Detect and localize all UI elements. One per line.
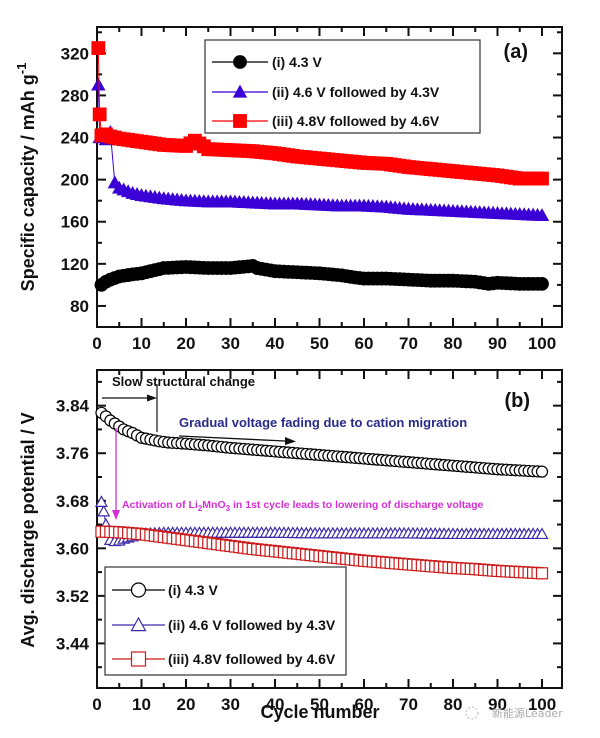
x-tick-label: 100 bbox=[528, 695, 556, 714]
y-tick-label: 320 bbox=[61, 44, 89, 63]
data-point bbox=[534, 208, 550, 222]
legend-entry-2: (ii) 4.6 V followed by 4.3V bbox=[212, 84, 440, 100]
x-tick-label: 50 bbox=[310, 695, 329, 714]
data-point bbox=[535, 465, 549, 478]
data-point bbox=[535, 567, 549, 580]
y-tick-label: 80 bbox=[70, 297, 89, 316]
data-point bbox=[535, 171, 549, 186]
x-tick-label: 80 bbox=[444, 334, 463, 353]
x-tick-label: 50 bbox=[310, 334, 329, 353]
legend-entry-1: (i) 4.3 V bbox=[212, 54, 322, 70]
series-3 bbox=[95, 525, 549, 580]
panel-a-ylabel: Specific capacity / mAh g-1 bbox=[14, 63, 38, 292]
x-tick-label: 70 bbox=[399, 695, 418, 714]
x-tick-label: 30 bbox=[221, 334, 240, 353]
y-tick-label: 3.84 bbox=[56, 397, 90, 416]
svg-text:Specific capacity / mAh g-1: Specific capacity / mAh g-1 bbox=[14, 63, 38, 292]
series-2 bbox=[91, 77, 550, 222]
panel-b: 0 10 20 30 40 50 60 70 80 90 100 3.44 3.52 3.60 3.68 3.… bbox=[18, 369, 563, 722]
x-tick-label: 10 bbox=[132, 695, 151, 714]
legend-marker bbox=[130, 582, 147, 598]
legend-entry-1: (i) 4.3 V bbox=[112, 582, 218, 598]
annotation-activation-li2mno3: Activation of Li2MnO3 in 1st cycle leads… bbox=[112, 428, 483, 520]
panel-a-legend: (i) 4.3 V (ii) 4.6 V followed by 4.3V (iii… bbox=[204, 39, 481, 134]
y-tick-label: 3.68 bbox=[56, 492, 89, 511]
legend-marker bbox=[233, 114, 247, 128]
x-tick-label: 90 bbox=[488, 695, 507, 714]
annotation-arrow-line bbox=[178, 435, 286, 442]
x-tick-label: 90 bbox=[488, 334, 507, 353]
y-tick-label: 160 bbox=[61, 213, 89, 232]
y-tick-label: 3.44 bbox=[56, 634, 90, 653]
legend-box bbox=[204, 39, 481, 134]
x-tick-label: 80 bbox=[444, 695, 463, 714]
legend-label: (iii) 4.8V followed by 4.6V bbox=[272, 113, 440, 129]
data-point bbox=[94, 495, 108, 507]
y-tick-label: 200 bbox=[61, 171, 89, 190]
legend-marker bbox=[232, 84, 248, 98]
y-tick-label: 3.60 bbox=[56, 539, 89, 558]
data-point bbox=[535, 276, 549, 291]
legend-label: (ii) 4.6 V followed by 4.3V bbox=[168, 617, 336, 633]
x-axis-title: Cycle number bbox=[260, 702, 379, 722]
annotation-arrowhead bbox=[112, 510, 120, 520]
x-tick-label: 70 bbox=[399, 334, 418, 353]
legend-marker bbox=[233, 55, 247, 69]
y-tick-label: 120 bbox=[61, 255, 89, 274]
watermark-text: 新能源Leader bbox=[492, 706, 563, 720]
legend-label: (iii) 4.8V followed by 4.6V bbox=[168, 651, 336, 667]
ylabel-text: Specific capacity / mAh g bbox=[18, 74, 38, 291]
legend-entry-3: (iii) 4.8V followed by 4.6V bbox=[112, 651, 336, 667]
x-tick-label: 100 bbox=[528, 334, 556, 353]
x-tick-label: 40 bbox=[266, 695, 285, 714]
legend-label: (ii) 4.6 V followed by 4.3V bbox=[272, 84, 440, 100]
y-tick-label: 3.52 bbox=[56, 587, 89, 606]
wechat-icon bbox=[465, 706, 479, 720]
series-1 bbox=[95, 406, 549, 478]
data-point bbox=[97, 504, 111, 517]
annotation-arrowhead bbox=[147, 394, 157, 402]
series-2 bbox=[94, 495, 549, 547]
annotation-text: Gradual voltage fading due to cation mig… bbox=[179, 415, 467, 430]
legend-label: (i) 4.3 V bbox=[168, 582, 218, 598]
legend-entry-3: (iii) 4.8V followed by 4.6V bbox=[212, 113, 440, 129]
y-tick-label: 280 bbox=[61, 86, 89, 105]
legend-marker bbox=[130, 651, 147, 667]
annotation-text: Slow structural change bbox=[112, 374, 255, 389]
annotation-slow-structural-change: Slow structural change bbox=[102, 374, 255, 432]
y-tick-label: 3.76 bbox=[56, 444, 89, 463]
y-tick-label: 240 bbox=[61, 129, 89, 148]
panel-b-label: (b) bbox=[504, 390, 530, 412]
panel-b-ylabel: Avg. discharge potential / V bbox=[18, 412, 38, 647]
x-tick-label: 0 bbox=[92, 695, 101, 714]
data-point bbox=[535, 527, 549, 540]
ylabel-text: Avg. discharge potential / V bbox=[18, 412, 38, 647]
legend-label: (i) 4.3 V bbox=[272, 54, 322, 70]
annotation-text: Activation of Li2MnO3 in 1st cycle leads… bbox=[122, 499, 483, 513]
data-point bbox=[92, 107, 107, 122]
watermark: 新能源Leader bbox=[465, 706, 563, 720]
series-1 bbox=[94, 259, 549, 292]
x-tick-label: 30 bbox=[221, 695, 240, 714]
annotation-gradual-voltage-fading: Gradual voltage fading due to cation mig… bbox=[178, 415, 467, 445]
x-tick-label: 20 bbox=[177, 695, 196, 714]
data-point bbox=[91, 77, 106, 91]
series-3 bbox=[91, 41, 549, 186]
x-tick-label: 60 bbox=[355, 334, 374, 353]
panel-a-frame bbox=[96, 26, 563, 328]
x-tick-label: 0 bbox=[92, 334, 101, 353]
x-tick-label: 60 bbox=[355, 695, 374, 714]
legend-marker bbox=[130, 616, 147, 632]
panel-b-legend: (i) 4.3 V (ii) 4.6 V followed by 4.3V (iii… bbox=[104, 566, 347, 676]
legend-entry-2: (ii) 4.6 V followed by 4.3V bbox=[112, 616, 336, 633]
ylabel-superscript: -1 bbox=[14, 63, 29, 75]
x-tick-label: 10 bbox=[132, 334, 151, 353]
annotation-arrowhead bbox=[285, 437, 296, 445]
x-tick-label: 40 bbox=[266, 334, 285, 353]
data-point bbox=[91, 41, 106, 55]
panel-a: 0 10 20 30 40 50 60 70 80 90 100 80 120 160 200 240 280 3… bbox=[14, 26, 563, 353]
panel-a-label: (a) bbox=[504, 41, 528, 63]
x-tick-label: 20 bbox=[177, 334, 196, 353]
